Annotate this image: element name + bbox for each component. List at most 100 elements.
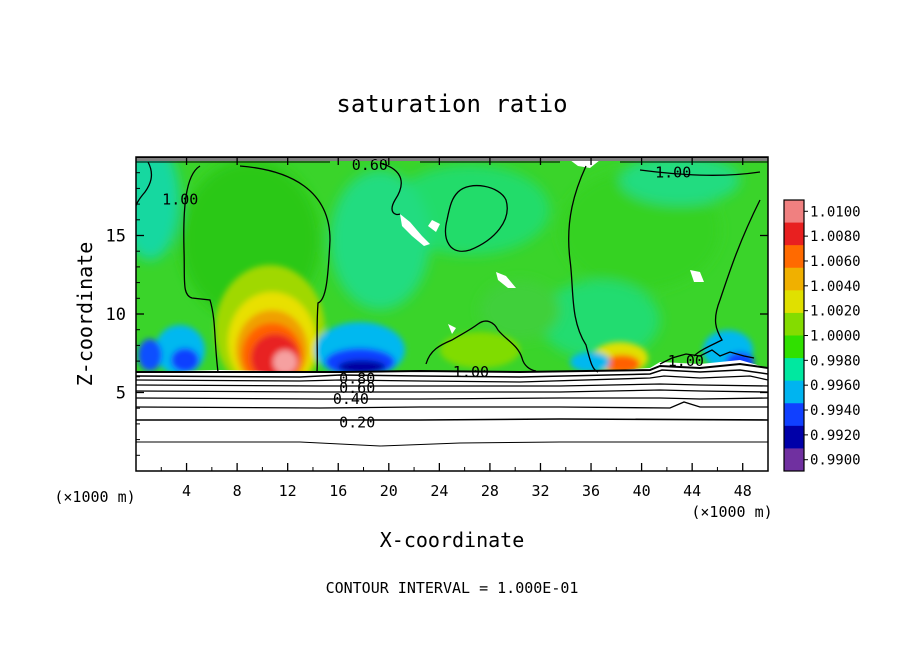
contour-interval-note: CONTOUR INTERVAL = 1.000E-01 — [326, 579, 579, 597]
x-tick-label: 40 — [633, 482, 651, 500]
contour-label: 1.00 — [162, 190, 198, 208]
colorbar-label: 0.9920 — [810, 428, 861, 444]
contour-label: 0.80 — [339, 369, 375, 387]
shade-g — [480, 280, 560, 340]
blob-right-orange — [604, 355, 640, 373]
shade-h — [620, 157, 740, 205]
contour-line-e — [136, 389, 768, 393]
colorbar-label: 1.0060 — [810, 254, 861, 270]
contour-100-f — [568, 165, 599, 373]
colorbar-label: 0.9900 — [810, 453, 861, 469]
x-tick-label: 12 — [279, 482, 297, 500]
contour-line-h — [136, 418, 768, 421]
contour-line-c — [136, 375, 768, 383]
colorbar-label: 0.9940 — [810, 403, 861, 419]
contour-line-f — [136, 397, 768, 400]
gap-5 — [690, 270, 704, 282]
x-tick-label: 24 — [430, 482, 448, 500]
contour-100-b — [183, 165, 219, 373]
colorbar-swatch — [784, 358, 804, 382]
colorbar-label: 1.0020 — [810, 304, 861, 320]
contour-label: 0.40 — [333, 390, 369, 408]
x-tick-label: 20 — [380, 482, 398, 500]
shade-d — [330, 170, 430, 310]
top-band — [136, 157, 768, 161]
contour-100-d — [379, 162, 402, 216]
y-tick-label: 15 — [106, 227, 126, 247]
shade-e — [540, 280, 660, 360]
colorbar-swatch — [784, 380, 804, 404]
anomaly-blobs — [138, 265, 754, 395]
x-tick-label: 36 — [582, 482, 600, 500]
contour-label: 0.60 — [352, 156, 388, 174]
colorbar-label: 1.0040 — [810, 279, 861, 295]
colorbar-swatch — [784, 290, 804, 314]
x-unit-right: (×1000 m) — [691, 503, 772, 521]
contour-100-c — [239, 165, 331, 373]
contour-100-h — [693, 199, 761, 357]
x-tick-label: 32 — [531, 482, 549, 500]
contour-line-g — [136, 401, 768, 409]
contour-100-e — [445, 184, 508, 252]
gap-6 — [570, 160, 600, 168]
colorbar-swatch — [784, 335, 804, 359]
colorbar: 1.0100 1.0080 1.0060 1.0040 1.0020 1.0000 0.99… — [783, 199, 861, 472]
x-tick-label: 8 — [233, 482, 242, 500]
contour-line-a — [136, 362, 768, 374]
contour-label: 1.00 — [453, 363, 489, 381]
x-unit-left: (×1000 m) — [54, 488, 135, 506]
contour-line-b — [136, 369, 768, 378]
blob-right-cyan — [570, 352, 610, 372]
colorbar-swatch — [784, 200, 804, 224]
y-axis-label: Z-coordinate — [73, 242, 97, 387]
shade-f — [136, 157, 180, 260]
contour-line-d — [136, 383, 768, 387]
blob-left-blue — [171, 348, 199, 372]
shade-c — [390, 165, 550, 255]
gap-3 — [496, 272, 516, 288]
colorbar-label: 1.0080 — [810, 229, 861, 245]
contour-line-i — [136, 441, 768, 447]
blob-pink — [273, 350, 297, 374]
colorbar-swatch — [784, 245, 804, 269]
x-axis-label: X-coordinate — [380, 528, 525, 552]
lower-region — [136, 360, 768, 471]
gap-1 — [400, 214, 430, 246]
blob-darkblue — [338, 360, 386, 374]
contour-label: 0.60 — [339, 379, 375, 397]
blob-edge-blue — [138, 339, 162, 371]
contour-label: 1.00 — [655, 164, 691, 182]
contour-100-i — [425, 320, 537, 372]
colorbar-swatch — [784, 425, 804, 449]
colorbar-label: 1.0100 — [810, 204, 861, 220]
contour-100-g — [639, 169, 761, 176]
chart-title: saturation ratio — [336, 90, 567, 118]
y-tick-label: 5 — [116, 384, 126, 404]
contour-100-j — [659, 349, 755, 365]
colorbar-swatch — [784, 312, 804, 336]
gap-4 — [448, 324, 456, 334]
colorbar-swatch — [784, 267, 804, 291]
x-tick-label: 4 — [182, 482, 191, 500]
contour-label: 0.20 — [339, 413, 375, 431]
contour-label: 1.00 — [668, 352, 704, 370]
colorbar-swatch — [784, 403, 804, 427]
colorbar-swatch — [784, 222, 804, 246]
colorbar-label: 0.9960 — [810, 378, 861, 394]
contour-labels: 0.601.001.001.001.000.800.600.400.20 — [162, 156, 704, 431]
field-shading — [136, 157, 740, 360]
blob-mid-green — [440, 332, 520, 368]
x-tick-label: 44 — [683, 482, 701, 500]
lower-contours — [136, 362, 768, 447]
colorbar-swatch — [784, 448, 804, 472]
colorbar-label: 0.9980 — [810, 353, 861, 369]
colorbar-label: 1.0000 — [810, 329, 861, 345]
plot-area — [136, 157, 768, 471]
x-tick-label: 16 — [329, 482, 347, 500]
x-tick-label: 28 — [481, 482, 499, 500]
y-tick-label: 10 — [106, 305, 126, 325]
gap-2 — [428, 220, 440, 232]
top-contours — [136, 157, 768, 163]
